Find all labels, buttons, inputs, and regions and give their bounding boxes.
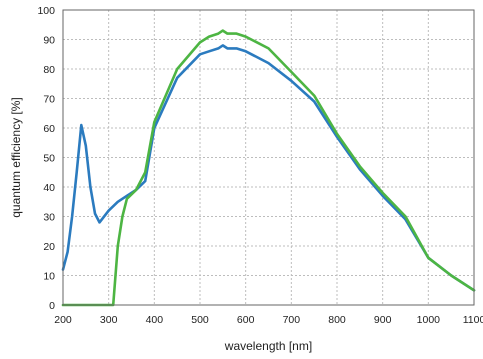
x-axis-title: wavelength [nm] bbox=[224, 339, 312, 353]
y-tick-label: 40 bbox=[43, 182, 55, 194]
y-tick-label: 60 bbox=[43, 123, 55, 135]
series-line-1 bbox=[61, 44, 476, 292]
x-tick-label: 500 bbox=[191, 314, 209, 326]
x-tick-label: 400 bbox=[146, 314, 164, 326]
y-axis-title: quantum efficiency [%] bbox=[9, 97, 23, 218]
y-tick-label: 50 bbox=[43, 153, 55, 165]
y-tick-label: 100 bbox=[37, 5, 55, 17]
y-axis-ticks: 0 10 20 30 40 50 60 70 80 90 100 bbox=[37, 5, 55, 312]
y-tick-label: 70 bbox=[43, 94, 55, 106]
x-tick-label: 1100 bbox=[463, 314, 483, 326]
series-layer bbox=[61, 29, 476, 307]
y-tick-label: 30 bbox=[43, 212, 55, 224]
y-tick-label: 0 bbox=[49, 300, 55, 312]
x-tick-label: 300 bbox=[100, 314, 118, 326]
series-line-2 bbox=[61, 29, 476, 307]
x-tick-label: 700 bbox=[283, 314, 301, 326]
x-axis-ticks: 200 300 400 500 600 700 800 900 1000 1100 bbox=[54, 314, 483, 326]
y-tick-label: 10 bbox=[43, 271, 55, 283]
x-tick-label: 900 bbox=[374, 314, 392, 326]
x-tick-label: 600 bbox=[237, 314, 255, 326]
y-tick-label: 20 bbox=[43, 241, 55, 253]
y-tick-label: 90 bbox=[43, 35, 55, 47]
grid bbox=[62, 9, 475, 306]
plot-frame bbox=[62, 9, 475, 306]
x-tick-label: 200 bbox=[54, 314, 72, 326]
x-tick-label: 1000 bbox=[417, 314, 441, 326]
y-tick-label: 80 bbox=[43, 64, 55, 76]
x-tick-label: 800 bbox=[328, 314, 346, 326]
